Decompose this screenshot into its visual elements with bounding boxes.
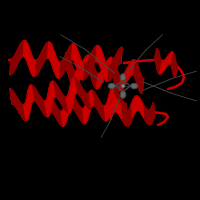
Polygon shape [48, 42, 59, 78]
Polygon shape [10, 78, 90, 120]
Ellipse shape [108, 83, 115, 89]
Polygon shape [83, 46, 97, 80]
Polygon shape [83, 90, 93, 124]
Polygon shape [110, 57, 121, 91]
Polygon shape [143, 102, 154, 124]
Polygon shape [66, 78, 76, 113]
Ellipse shape [120, 74, 126, 81]
Polygon shape [34, 42, 49, 76]
Polygon shape [74, 55, 89, 86]
Polygon shape [48, 88, 128, 126]
Polygon shape [58, 44, 73, 78]
Polygon shape [104, 88, 115, 121]
Polygon shape [23, 40, 35, 76]
Polygon shape [87, 55, 98, 89]
Polygon shape [31, 85, 48, 117]
Polygon shape [110, 98, 122, 120]
Polygon shape [10, 40, 24, 75]
Polygon shape [45, 81, 55, 117]
Polygon shape [10, 40, 122, 82]
Polygon shape [72, 44, 84, 80]
Polygon shape [119, 60, 134, 91]
Polygon shape [64, 53, 144, 93]
Polygon shape [48, 96, 63, 126]
Polygon shape [24, 85, 34, 120]
Polygon shape [64, 53, 75, 86]
Polygon shape [61, 93, 72, 126]
Polygon shape [96, 46, 108, 81]
Polygon shape [133, 60, 144, 93]
Polygon shape [121, 104, 133, 126]
Ellipse shape [121, 84, 125, 88]
Polygon shape [70, 93, 85, 124]
Polygon shape [170, 52, 178, 77]
Ellipse shape [120, 91, 126, 98]
Polygon shape [113, 88, 128, 118]
Polygon shape [132, 96, 144, 118]
Polygon shape [91, 90, 106, 121]
Polygon shape [107, 47, 121, 82]
Polygon shape [110, 96, 154, 126]
Polygon shape [154, 49, 162, 74]
Polygon shape [74, 78, 90, 109]
Polygon shape [97, 57, 111, 89]
Ellipse shape [131, 83, 138, 89]
Polygon shape [52, 81, 69, 113]
Polygon shape [160, 52, 172, 74]
Polygon shape [154, 49, 178, 77]
Polygon shape [10, 89, 26, 120]
